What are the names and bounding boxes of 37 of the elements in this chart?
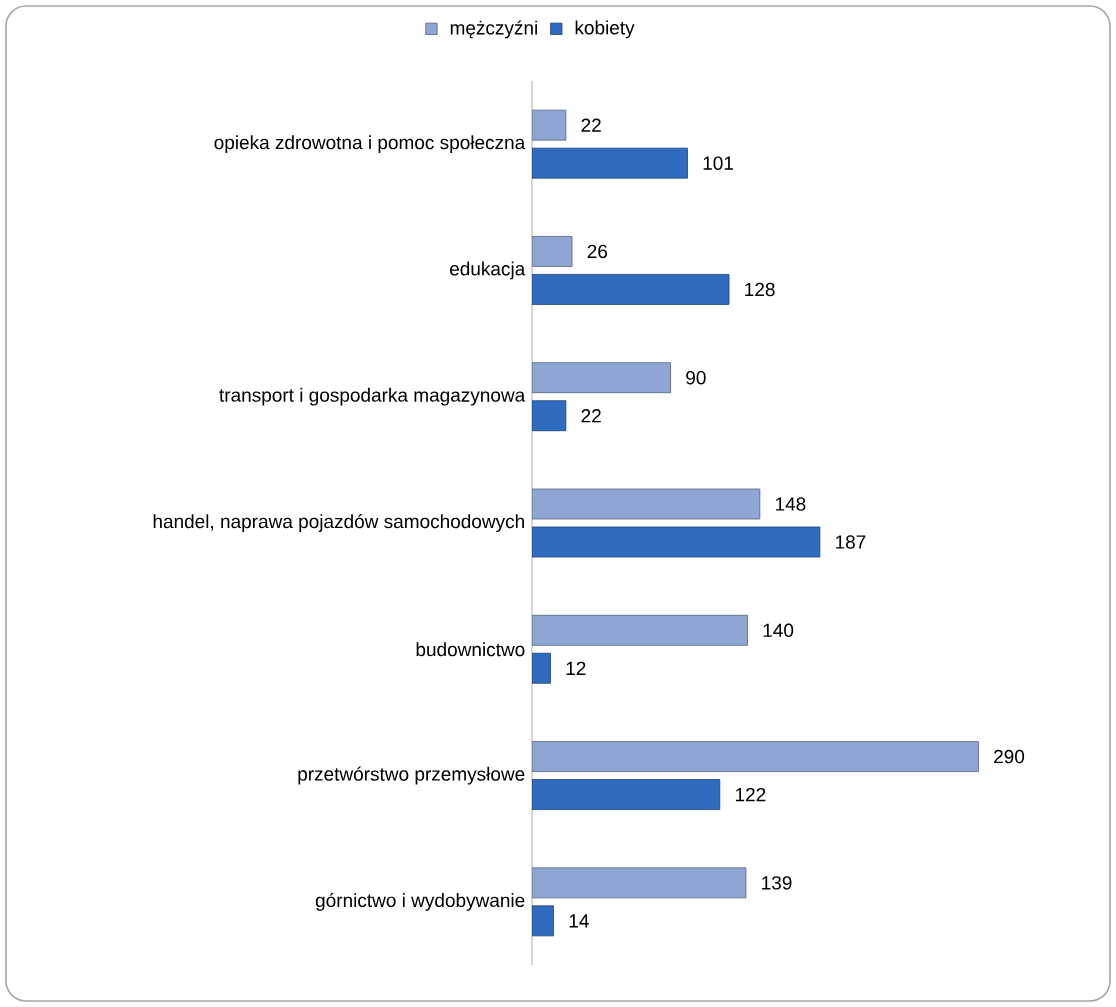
data-label: 122 [735,787,766,802]
y-tick-label: przetwórstwo przemysłowe [298,766,525,785]
data-label: 290 [994,749,1025,764]
legend-label: mężczyźni [450,20,537,39]
data-label: 128 [745,282,775,297]
y-tick-label: budownictwo [416,642,525,657]
data-label: 22 [581,409,601,423]
bar [532,362,671,394]
y-tick-label: handel, naprawa pojazdów samochodowych [153,514,524,532]
bar [532,109,567,141]
legend-label: kobiety [575,20,635,39]
bar [532,147,688,179]
data-label: 14 [569,914,589,928]
y-tick-label: edukacja [450,261,526,280]
data-label: 12 [566,661,586,675]
bar [532,741,979,772]
bar [532,236,573,267]
data-label: 140 [763,623,794,638]
bar [532,614,748,646]
y-tick-label: górnictwo i wydobywanie [315,892,525,911]
data-label: 22 [581,118,601,132]
y-tick-label: opieka zdrowotna i pomoc społeczna [214,135,526,154]
bar [532,400,567,432]
bar [532,488,761,520]
data-label: 139 [762,876,792,890]
data-label: 187 [836,535,866,549]
bar [532,779,721,810]
y-tick-label: transport i gospodarka magazynowa [219,387,526,406]
data-label: 148 [776,497,806,511]
data-label: 101 [703,156,733,170]
bar [532,867,747,899]
bar [532,274,730,305]
data-label: 26 [587,244,608,259]
data-label: 90 [686,370,706,385]
bar [532,652,551,684]
bar [532,526,821,558]
bar [532,905,554,937]
